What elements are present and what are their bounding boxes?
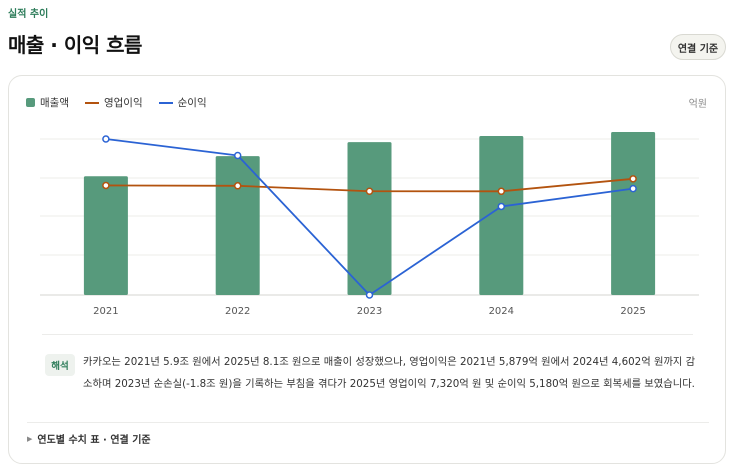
point-net-income-2021 — [102, 135, 110, 143]
point-net-income-2023 — [365, 291, 374, 299]
x-tick-label-2025: 2025 — [620, 306, 645, 317]
consolidated-basis-button[interactable]: 연결 기준 — [670, 34, 726, 60]
bar-revenue-2023 — [347, 142, 392, 295]
unit-label: 억원 — [688, 99, 707, 110]
x-tick-label-2023: 2023 — [357, 306, 382, 317]
caret-right-icon: ▶ — [27, 434, 33, 443]
yearly-table-toggle-label: 연도별 수치 표 · 연결 기준 — [37, 435, 151, 446]
chart-legend: 매출액 영업이익 순이익 — [26, 95, 223, 110]
x-tick-label-2024: 2024 — [489, 306, 514, 317]
chart-divider — [42, 334, 693, 335]
section-eyebrow: 실적 추이 — [8, 9, 49, 20]
chart-card: 매출액 영업이익 순이익 억원 2021 2022 2023 2024 2025 해석 … — [8, 75, 726, 464]
yearly-table-toggle[interactable]: ▶ 연도별 수치 표 · 연결 기준 — [27, 431, 151, 447]
point-operating-profit-2023 — [365, 187, 374, 196]
page-title: 매출 · 이익 흐름 — [8, 33, 142, 57]
chart-plot: 2021 2022 2023 2024 2025 — [40, 132, 699, 317]
legend-label-operating-profit: 영업이익 — [103, 97, 143, 109]
legend-swatch-revenue — [26, 98, 35, 107]
legend-swatch-net-income — [158, 101, 173, 104]
point-operating-profit-2022 — [233, 182, 242, 190]
legend-item-revenue: 매출액 — [26, 95, 69, 110]
legend-item-operating-profit: 영업이익 — [84, 95, 143, 110]
legend-label-revenue: 매출액 — [40, 97, 69, 109]
x-tick-label-2022: 2022 — [225, 306, 250, 317]
interpretation-text: 카카오는 2021년 5.9조 원에서 2025년 8.1조 원으로 매출이 성… — [83, 356, 696, 390]
bar-revenue-2022 — [215, 156, 260, 295]
bar-revenue-2025 — [611, 132, 656, 295]
legend-label-net-income: 순이익 — [177, 97, 207, 109]
x-tick-label-2021: 2021 — [93, 306, 118, 317]
point-operating-profit-2024 — [497, 187, 506, 196]
legend-swatch-operating-profit — [84, 101, 99, 104]
point-net-income-2024 — [497, 202, 506, 211]
footer-divider — [27, 422, 709, 423]
legend-item-net-income: 순이익 — [158, 95, 207, 110]
point-net-income-2025 — [629, 184, 637, 193]
bar-revenue-2021 — [83, 176, 128, 295]
bar-revenue-2024 — [479, 136, 524, 295]
point-operating-profit-2021 — [102, 181, 110, 190]
interpretation-badge: 해석 — [45, 354, 75, 376]
point-net-income-2022 — [233, 151, 242, 160]
point-operating-profit-2025 — [629, 175, 637, 183]
